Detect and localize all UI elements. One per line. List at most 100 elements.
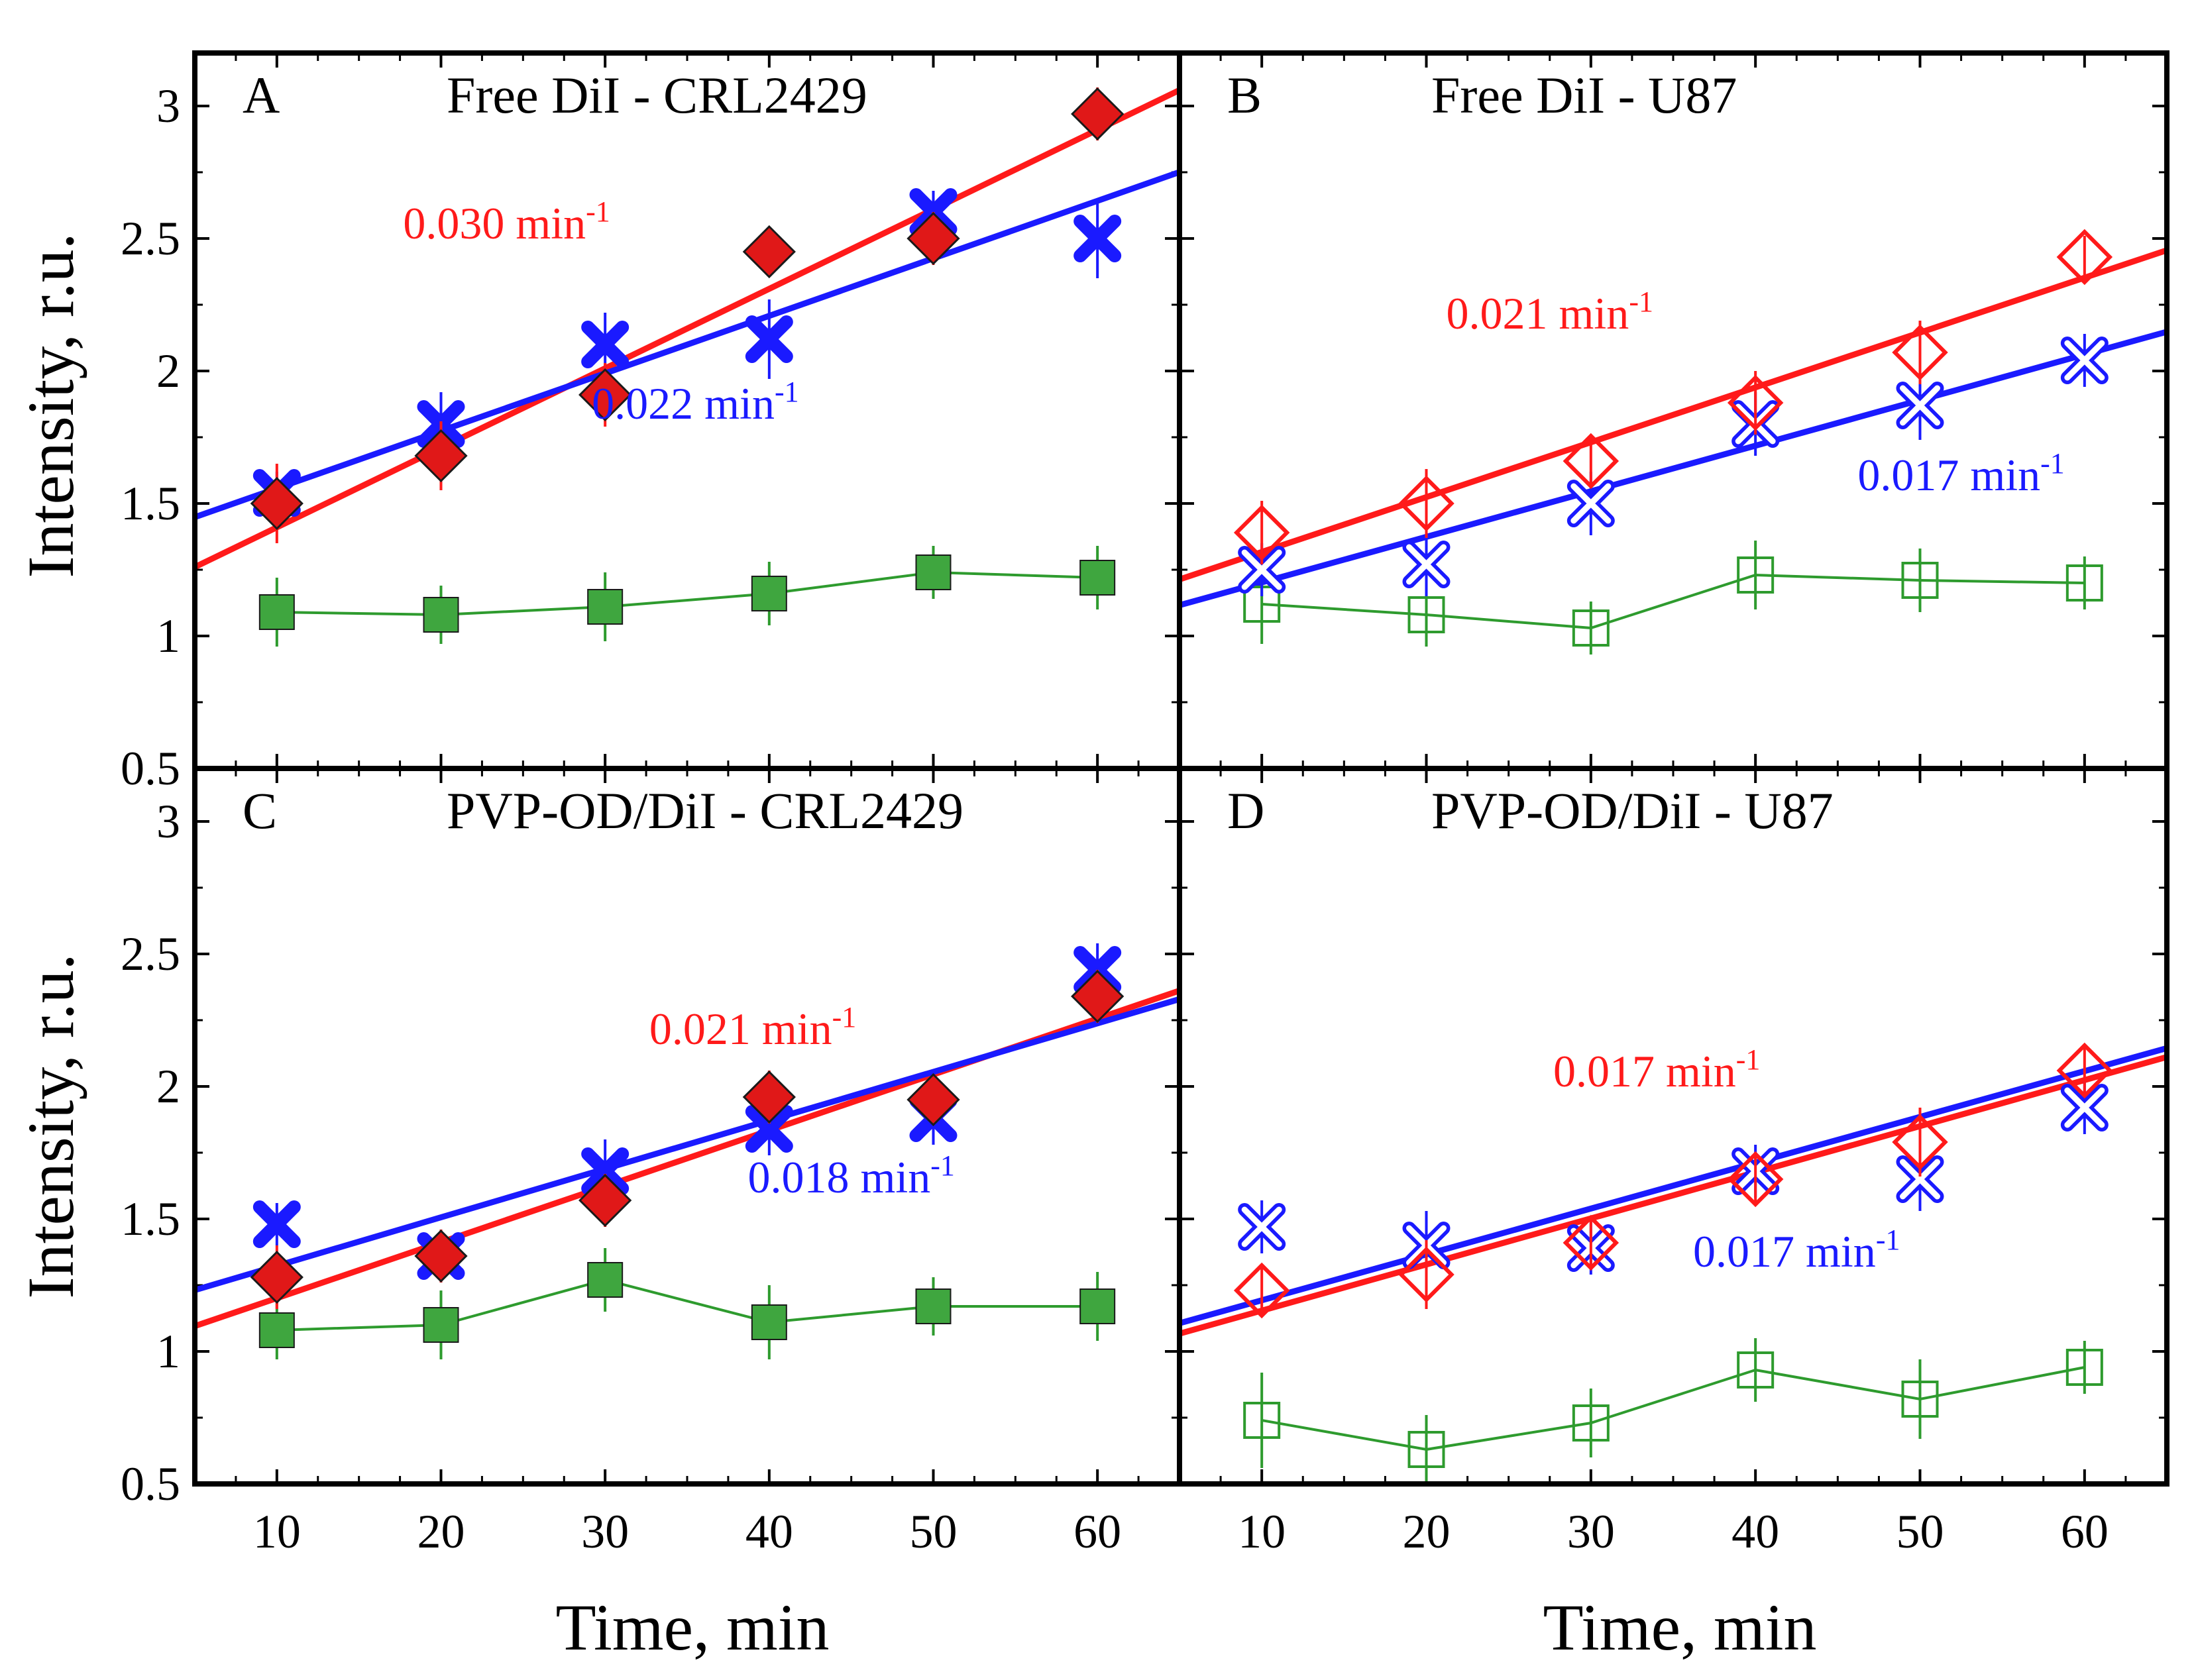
red-diamond-point — [1233, 1262, 1290, 1319]
panel-title: PVP-OD/DiI - CRL2429 — [447, 782, 963, 839]
rate-value: 0.022 min — [592, 378, 775, 429]
red-diamond-point — [906, 1073, 960, 1127]
rate-exponent: -1 — [930, 1149, 955, 1182]
x-tick-label: 50 — [1896, 1505, 1944, 1558]
red-diamond-point — [578, 368, 632, 422]
green-square-point — [1737, 1351, 1775, 1389]
x-tick-label: 40 — [745, 1505, 793, 1558]
y-axis-title-top: Intensity, r.u. — [14, 233, 87, 578]
x-tick-label: 60 — [1073, 1505, 1121, 1558]
x-tick-label: 40 — [1731, 1505, 1779, 1558]
blue-rate-label: 0.022 min-1 — [592, 376, 798, 429]
red-rate-label: 0.017 min-1 — [1553, 1043, 1760, 1096]
panel-a: 0.5 1 1.5 2 2.5 3 A Free DiI - CRL2429 0.030 min… — [121, 53, 1181, 795]
red-diamond-point — [1233, 504, 1290, 561]
red-fit-line — [1180, 1054, 2167, 1337]
y-tick-label: 3 — [156, 79, 180, 132]
plot-area — [195, 87, 1180, 647]
x-tick-label: 20 — [1403, 1505, 1451, 1558]
panel-title: PVP-OD/DiI - U87 — [1431, 782, 1834, 839]
y-tick-label: 0.5 — [121, 742, 180, 795]
x-axis-title-left: Time, min — [555, 1591, 829, 1664]
rate-value: 0.017 min — [1553, 1046, 1736, 1096]
green-square-point — [915, 1288, 952, 1324]
y-tick-label: 1 — [156, 1325, 180, 1378]
panel-letter: C — [243, 782, 277, 839]
blue-cross-point-inner — [1241, 549, 1282, 590]
y-tick-label: 1 — [156, 609, 180, 662]
y-axis-title-bottom: Intensity, r.u. — [14, 953, 87, 1298]
blue-rate-label: 0.018 min-1 — [747, 1149, 954, 1202]
green-square-point — [915, 554, 952, 590]
red-rate-label: 0.021 min-1 — [649, 1001, 856, 1054]
y-tick-label: 2 — [156, 344, 180, 397]
blue-cross-point-inner — [2064, 340, 2105, 381]
red-diamond-point — [1071, 969, 1125, 1024]
y-tick-label: 1.5 — [121, 1192, 180, 1245]
rate-value: 0.030 min — [403, 198, 586, 248]
rate-exponent: -1 — [1736, 1043, 1761, 1076]
blue-cross-point — [252, 1200, 301, 1248]
rate-exponent: -1 — [586, 195, 610, 228]
blue-cross-point-inner — [1900, 385, 1940, 426]
green-square-point — [587, 1262, 624, 1298]
green-series-line — [276, 1278, 1098, 1332]
red-fit-line — [1180, 247, 2167, 582]
blue-rate-label: 0.017 min-1 — [1857, 447, 2064, 500]
green-square-point — [1901, 1381, 1939, 1418]
green-square-point — [1737, 556, 1775, 594]
red-diamond-point — [742, 1070, 796, 1124]
green-series-line — [276, 570, 1098, 617]
green-square-point — [258, 1312, 295, 1348]
green-series-line — [1261, 1366, 2085, 1451]
red-diamond-point — [414, 429, 468, 483]
green-square-point — [2065, 564, 2103, 602]
y-tick-label: 2.5 — [121, 927, 180, 980]
green-square-point — [1572, 1404, 1610, 1442]
blue-cross-point — [745, 1105, 793, 1153]
rate-value: 0.017 min — [1857, 450, 2040, 500]
green-square-point — [1572, 609, 1610, 647]
blue-cross-point — [745, 315, 793, 363]
red-diamond-point — [1398, 1246, 1455, 1303]
green-square-point — [1079, 1288, 1116, 1324]
panel-letter: D — [1227, 782, 1264, 839]
red-diamond-point — [1727, 374, 1784, 431]
green-square-point — [1407, 1431, 1445, 1468]
red-diamond-point — [578, 1173, 632, 1228]
red-diamond-point — [2056, 1042, 2113, 1099]
red-diamond-point — [1563, 433, 1620, 490]
blue-cross-point-inner — [1570, 483, 1612, 524]
rate-exponent: -1 — [1629, 286, 1653, 318]
red-fit-line — [195, 87, 1180, 570]
green-square-point — [751, 576, 787, 611]
green-square-point — [1079, 560, 1116, 596]
red-diamond-point — [742, 225, 796, 279]
red-rate-label: 0.030 min-1 — [403, 195, 610, 248]
x-tick-label: 30 — [1567, 1505, 1615, 1558]
plot-area — [195, 943, 1180, 1359]
red-diamond-point — [1071, 87, 1125, 141]
blue-cross-point — [581, 1147, 630, 1195]
green-square-point — [2065, 1349, 2103, 1386]
x-tick-label: 30 — [581, 1505, 629, 1558]
panel-letter: B — [1227, 66, 1262, 124]
blue-fit-line — [195, 996, 1180, 1293]
x-axis-title-right: Time, min — [1543, 1591, 1816, 1664]
x-tick-label: 10 — [1238, 1505, 1286, 1558]
red-rate-label: 0.021 min-1 — [1447, 286, 1653, 339]
green-square-point — [1243, 1402, 1281, 1439]
plot-area — [1180, 229, 2167, 655]
rate-value: 0.018 min — [747, 1152, 930, 1202]
green-square-point — [423, 1307, 459, 1343]
red-diamond-point — [1563, 1214, 1620, 1271]
x-tick-label: 20 — [417, 1505, 465, 1558]
blue-fit-line — [195, 169, 1180, 520]
red-diamond-point — [1892, 1114, 1948, 1171]
green-square-point — [1901, 562, 1939, 599]
red-diamond-point — [1727, 1151, 1784, 1208]
blue-cross-point — [1073, 215, 1122, 262]
